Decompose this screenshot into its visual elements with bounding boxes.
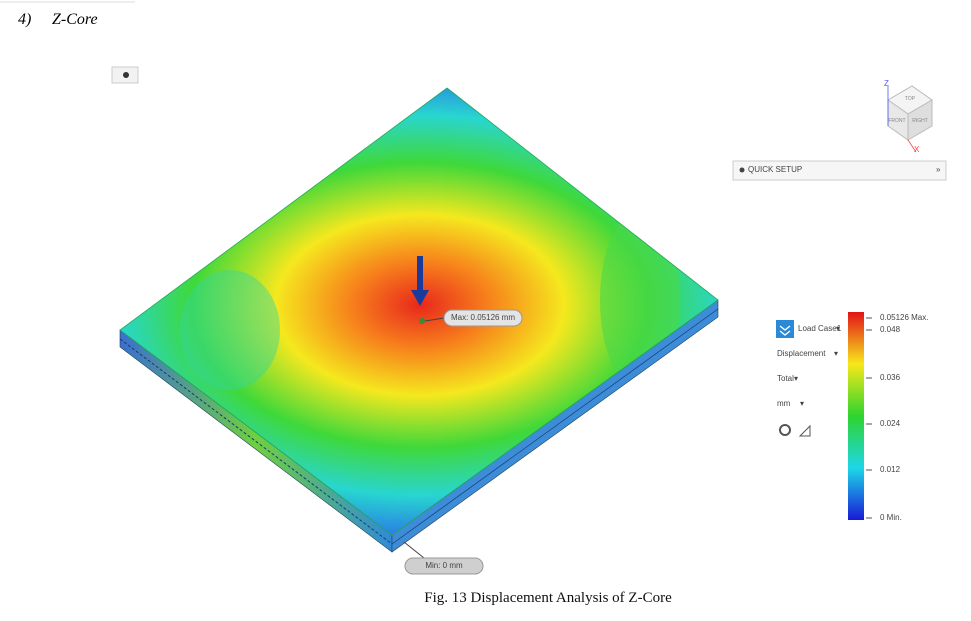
- legend: 0.05126 Max. 0.048 0.036 0.024 0.012 0 Min.: [866, 313, 928, 522]
- legend-label: 0.05126 Max.: [880, 313, 928, 322]
- result-type[interactable]: Displacement: [777, 349, 826, 358]
- cube-face: FRONT: [888, 118, 905, 124]
- icon: [779, 325, 791, 336]
- load-arrow: [417, 256, 423, 292]
- legend-label: 0.024: [880, 419, 901, 428]
- plate-top: [120, 88, 718, 535]
- cube-face: TOP: [905, 96, 916, 102]
- legend-label: 0.012: [880, 465, 901, 474]
- view-cube[interactable]: TOP FRONT RIGHT Z X: [884, 79, 933, 154]
- heading-number: 4): [18, 11, 31, 28]
- axis-label: Z: [884, 79, 889, 88]
- cube-face: RIGHT: [912, 118, 928, 124]
- max-probe: [443, 309, 523, 327]
- dropdown: ▾: [800, 399, 804, 408]
- plate-edge: [119, 87, 719, 536]
- max-point: [419, 318, 425, 324]
- heading-title: Z-Core: [52, 11, 98, 28]
- toolbar-label: QUICK SETUP: [748, 165, 802, 174]
- dropdown: ▾: [794, 374, 798, 383]
- load-case-icon[interactable]: [776, 320, 794, 338]
- color-bar: [848, 312, 864, 520]
- toolbar[interactable]: [732, 160, 947, 181]
- axis-label: X: [914, 145, 920, 154]
- caption: Fig. 13 Displacement Analysis of Z-Core: [424, 590, 672, 606]
- core-line: [391, 308, 719, 545]
- load-case[interactable]: Load Case1: [798, 324, 842, 333]
- scale-icon[interactable]: [798, 424, 811, 437]
- expand-icon[interactable]: »: [936, 165, 941, 174]
- leader: [424, 317, 445, 322]
- icon: [123, 72, 129, 78]
- min-probe: [404, 557, 484, 575]
- icon: [739, 167, 745, 173]
- min-label: Min: 0 mm: [425, 561, 463, 570]
- unit[interactable]: mm: [777, 399, 791, 408]
- legend-label: 0.036: [880, 373, 901, 382]
- component[interactable]: Total: [777, 374, 794, 383]
- legend-label: 0 Min.: [880, 513, 902, 522]
- legend-label: 0.048: [880, 325, 901, 334]
- dropdown: ▾: [836, 324, 840, 333]
- settings-icon[interactable]: [779, 424, 791, 436]
- dropdown: ▾: [834, 349, 838, 358]
- max-label: Max: 0.05126 mm: [451, 313, 515, 322]
- load-arrow-head: [411, 290, 429, 306]
- core-pattern: [119, 338, 393, 545]
